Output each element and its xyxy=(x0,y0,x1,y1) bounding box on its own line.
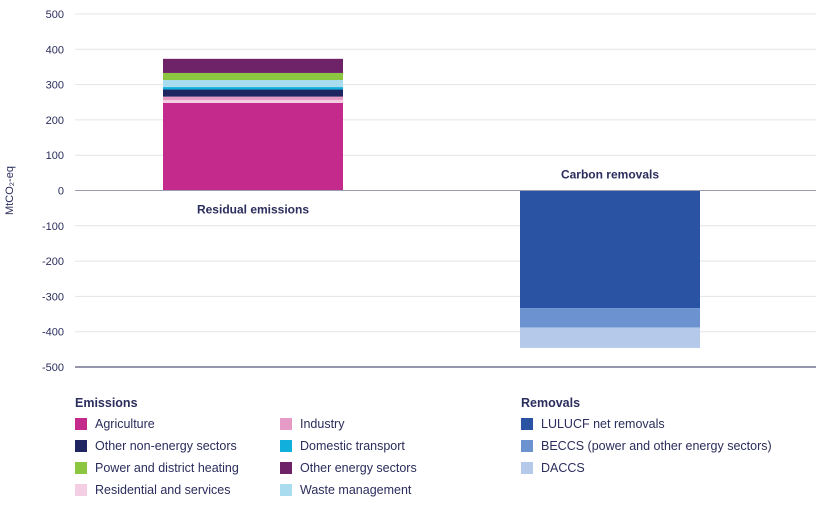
y-tick-label: 300 xyxy=(46,80,64,92)
category-label: Carbon removals xyxy=(561,168,659,182)
legend-item: BECCS (power and other energy sectors) xyxy=(521,438,811,454)
legend-label: Industry xyxy=(300,417,345,431)
legend-item: DACCS xyxy=(521,460,811,476)
legend-label: LULUCF net removals xyxy=(541,417,665,431)
y-axis-label: MtCO₂-eq xyxy=(4,166,16,215)
legend-swatch xyxy=(280,440,292,452)
legend-item: Waste management xyxy=(280,482,485,498)
bar-segment-other-energy-sectors xyxy=(163,58,343,73)
legend-label: Other non-energy sectors xyxy=(95,439,237,453)
y-tick-label: -500 xyxy=(42,362,64,374)
legend-removals-items: LULUCF net removals BECCS (power and othe… xyxy=(521,416,811,476)
legend-swatch xyxy=(280,418,292,430)
legend-label: Waste management xyxy=(300,483,412,497)
y-tick-label: 500 xyxy=(46,9,64,21)
legend-removals: Removals LULUCF net removals BECCS (power… xyxy=(521,396,811,476)
y-tick-label: 400 xyxy=(46,44,64,56)
y-tick-label: 200 xyxy=(46,115,64,127)
legend-item: Industry xyxy=(280,416,485,432)
legend-label: BECCS (power and other energy sectors) xyxy=(541,439,772,453)
category-label: Residual emissions xyxy=(197,203,309,217)
legend-item: Agriculture xyxy=(75,416,280,432)
bar-segment-agriculture xyxy=(163,102,343,191)
legend-label: Other energy sectors xyxy=(300,461,417,475)
legend-item: Other non-energy sectors xyxy=(75,438,280,454)
legend-label: DACCS xyxy=(541,461,585,475)
legend-item: Residential and services xyxy=(75,482,280,498)
legend-swatch xyxy=(75,418,87,430)
legend-label: Agriculture xyxy=(95,417,155,431)
y-tick-label: -100 xyxy=(42,221,64,233)
legend-item: Domestic transport xyxy=(280,438,485,454)
legend-emissions-title: Emissions xyxy=(75,396,138,410)
legend-swatch xyxy=(521,462,533,474)
bar-segment-residential-and-services xyxy=(163,100,343,103)
legend-swatch xyxy=(280,484,292,496)
y-tick-label: -300 xyxy=(42,291,64,303)
bar-segment-power-and-district-heating xyxy=(163,72,343,81)
legend-removals-title: Removals xyxy=(521,396,581,410)
bars xyxy=(163,58,700,348)
bar-segment-beccs-power-and-other-energy-sectors xyxy=(520,308,700,328)
legend-swatch xyxy=(75,462,87,474)
stacked-bar-chart: 500 400 300 200 100 0 -100 -200 -300 -400 -500 Res… xyxy=(4,9,816,374)
legend-emissions-items: Agriculture Industry Other non-energy sect… xyxy=(75,416,485,498)
legend-label: Residential and services xyxy=(95,483,231,497)
legend-swatch xyxy=(75,440,87,452)
legend-swatch xyxy=(280,462,292,474)
bar-segment-industry xyxy=(163,96,343,101)
bar-segment-waste-management xyxy=(163,80,343,88)
y-tick-label: 0 xyxy=(58,186,64,198)
y-axis-ticks: 500 400 300 200 100 0 -100 -200 -300 -400 -500 xyxy=(42,9,64,374)
bar-segment-lulucf-net-removals xyxy=(520,190,700,309)
legend-label: Power and district heating xyxy=(95,461,239,475)
legend-item: LULUCF net removals xyxy=(521,416,811,432)
y-tick-label: -200 xyxy=(42,256,64,268)
legend-item: Other energy sectors xyxy=(280,460,485,476)
legend-swatch xyxy=(521,440,533,452)
legend-item: Power and district heating xyxy=(75,460,280,476)
y-tick-label: -400 xyxy=(42,327,64,339)
bar-segment-daccs xyxy=(520,327,700,348)
y-tick-label: 100 xyxy=(46,150,64,162)
legend-swatch xyxy=(521,418,533,430)
bar-labels: Residual emissions Carbon removals xyxy=(197,168,659,217)
legend-swatch xyxy=(75,484,87,496)
bar-segment-domestic-transport xyxy=(163,87,343,90)
legend-label: Domestic transport xyxy=(300,439,405,453)
bar-segment-other-non-energy-sectors xyxy=(163,89,343,97)
legend-emissions: Emissions Agriculture Industry Other non-e… xyxy=(75,396,485,498)
